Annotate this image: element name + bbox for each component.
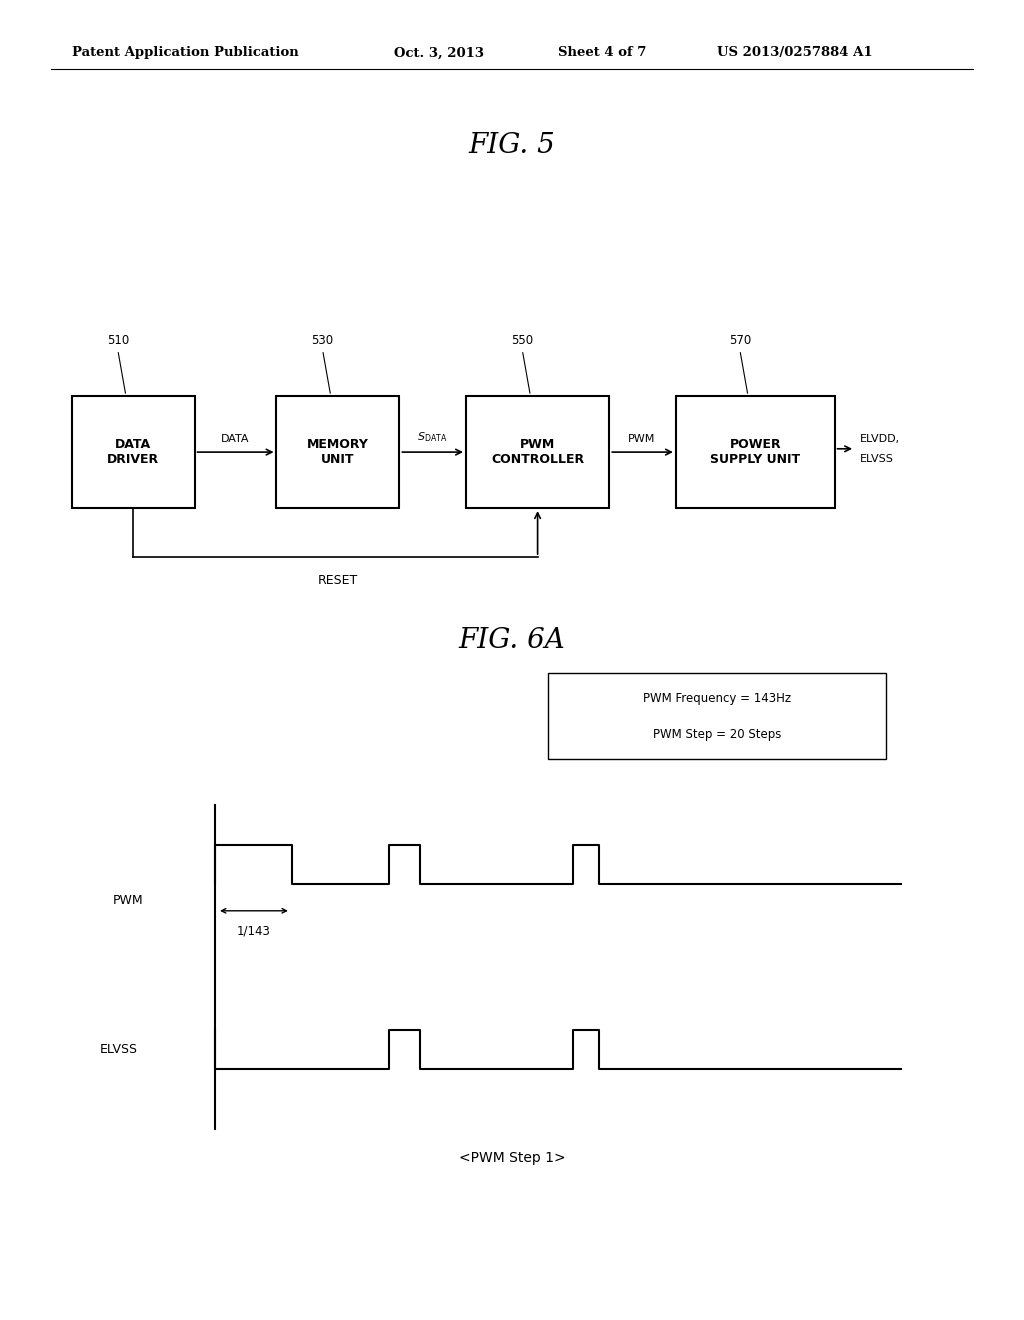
Text: 530: 530 — [311, 334, 334, 347]
Text: ELVSS: ELVSS — [100, 1043, 138, 1056]
Text: $S_{\mathrm{DATA}}$: $S_{\mathrm{DATA}}$ — [417, 430, 447, 444]
Text: MEMORY
UNIT: MEMORY UNIT — [307, 438, 369, 466]
Text: 510: 510 — [106, 334, 129, 347]
Text: 570: 570 — [729, 334, 751, 347]
Text: PWM
CONTROLLER: PWM CONTROLLER — [492, 438, 584, 466]
Bar — [276, 396, 399, 508]
Text: <PWM Step 1>: <PWM Step 1> — [459, 1151, 565, 1166]
Text: ELVDD,: ELVDD, — [860, 433, 900, 444]
Text: ELVSS: ELVSS — [860, 454, 894, 465]
Text: DATA
DRIVER: DATA DRIVER — [108, 438, 159, 466]
Bar — [548, 673, 886, 759]
Text: Sheet 4 of 7: Sheet 4 of 7 — [558, 46, 646, 59]
Text: Patent Application Publication: Patent Application Publication — [72, 46, 298, 59]
Text: DATA: DATA — [221, 434, 250, 444]
Bar — [676, 396, 835, 508]
Text: FIG. 6A: FIG. 6A — [459, 627, 565, 653]
Text: FIG. 5: FIG. 5 — [469, 132, 555, 158]
Text: US 2013/0257884 A1: US 2013/0257884 A1 — [717, 46, 872, 59]
Text: RESET: RESET — [317, 574, 358, 587]
Bar — [466, 396, 609, 508]
Text: PWM Step = 20 Steps: PWM Step = 20 Steps — [652, 729, 781, 742]
Text: POWER
SUPPLY UNIT: POWER SUPPLY UNIT — [710, 438, 801, 466]
Text: 550: 550 — [511, 334, 534, 347]
Text: PWM: PWM — [629, 434, 655, 444]
Bar — [72, 396, 195, 508]
Text: 1/143: 1/143 — [237, 924, 271, 937]
Text: Oct. 3, 2013: Oct. 3, 2013 — [394, 46, 484, 59]
Text: PWM: PWM — [113, 894, 143, 907]
Text: PWM Frequency = 143Hz: PWM Frequency = 143Hz — [643, 693, 791, 705]
